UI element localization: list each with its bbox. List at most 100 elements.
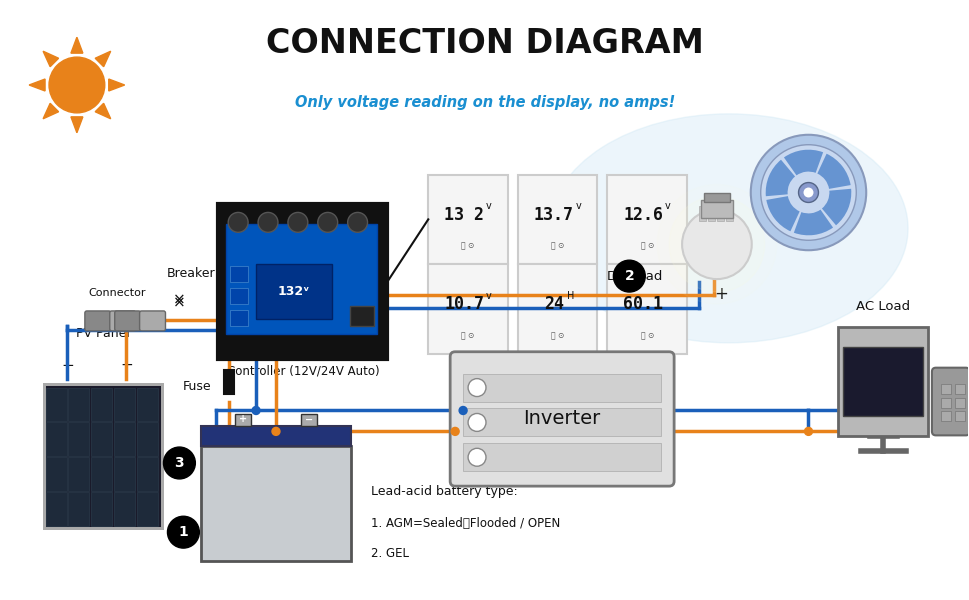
Text: v: v bbox=[485, 201, 491, 211]
Text: 13.7: 13.7 bbox=[533, 206, 573, 224]
Polygon shape bbox=[29, 79, 45, 91]
Text: ⬛ ⊙: ⬛ ⊙ bbox=[461, 331, 474, 340]
FancyBboxPatch shape bbox=[931, 368, 969, 436]
Bar bbox=[113, 457, 135, 491]
Circle shape bbox=[468, 413, 485, 431]
Bar bbox=[428, 175, 508, 264]
Circle shape bbox=[458, 407, 467, 415]
Bar bbox=[953, 398, 964, 407]
Bar bbox=[113, 422, 135, 456]
Wedge shape bbox=[765, 160, 795, 196]
Text: AC Load: AC Load bbox=[856, 301, 909, 313]
Bar bbox=[230, 310, 248, 326]
Ellipse shape bbox=[549, 114, 907, 343]
Text: ⬛ ⊙: ⬛ ⊙ bbox=[550, 242, 564, 251]
Text: v: v bbox=[665, 201, 671, 211]
Circle shape bbox=[797, 182, 818, 202]
Bar bbox=[234, 415, 251, 427]
Bar bbox=[46, 492, 67, 526]
Text: ×: × bbox=[172, 295, 186, 310]
Bar bbox=[113, 492, 135, 526]
Polygon shape bbox=[95, 103, 110, 119]
Text: 2. GEL: 2. GEL bbox=[370, 547, 408, 560]
Bar bbox=[230, 288, 248, 304]
Bar bbox=[91, 457, 111, 491]
FancyBboxPatch shape bbox=[109, 311, 136, 331]
Polygon shape bbox=[43, 103, 58, 119]
Text: v: v bbox=[485, 290, 491, 301]
Circle shape bbox=[49, 57, 105, 113]
Bar bbox=[517, 175, 597, 264]
Text: +: + bbox=[120, 358, 133, 373]
Bar bbox=[46, 457, 67, 491]
Bar bbox=[91, 388, 111, 421]
Text: CONNECTION DIAGRAM: CONNECTION DIAGRAM bbox=[266, 26, 703, 59]
Bar bbox=[837, 327, 927, 436]
Text: ⬛ ⊙: ⬛ ⊙ bbox=[640, 242, 653, 251]
Bar bbox=[462, 409, 661, 436]
Bar bbox=[46, 388, 67, 421]
Bar bbox=[218, 205, 387, 359]
Text: PV Panel: PV Panel bbox=[76, 328, 130, 340]
Bar bbox=[91, 422, 111, 456]
FancyBboxPatch shape bbox=[450, 352, 673, 486]
Circle shape bbox=[451, 427, 458, 436]
Bar bbox=[953, 412, 964, 421]
Text: H: H bbox=[566, 290, 574, 301]
Circle shape bbox=[750, 135, 865, 250]
Circle shape bbox=[669, 196, 764, 292]
Bar bbox=[137, 457, 157, 491]
Text: 132ᵛ: 132ᵛ bbox=[277, 285, 310, 298]
Circle shape bbox=[228, 212, 248, 232]
Bar bbox=[428, 264, 508, 354]
Text: ⬛ ⊙: ⬛ ⊙ bbox=[640, 331, 653, 340]
Bar bbox=[137, 422, 157, 456]
Text: Battery: Battery bbox=[250, 497, 301, 511]
Circle shape bbox=[271, 427, 280, 436]
Text: 3: 3 bbox=[174, 456, 184, 470]
Bar bbox=[940, 412, 950, 421]
Bar bbox=[725, 206, 733, 221]
Text: 1. AGM=Sealed、Flooded / OPEN: 1. AGM=Sealed、Flooded / OPEN bbox=[370, 517, 559, 530]
Text: Inverter: Inverter bbox=[523, 409, 600, 428]
Text: −: − bbox=[699, 264, 712, 282]
Text: ⬛ ⊙: ⬛ ⊙ bbox=[461, 242, 474, 251]
Wedge shape bbox=[766, 196, 798, 231]
Circle shape bbox=[168, 516, 199, 548]
Wedge shape bbox=[793, 209, 832, 235]
Text: −: − bbox=[304, 415, 313, 424]
Bar bbox=[256, 264, 331, 319]
Text: Lead-acid battery type:: Lead-acid battery type: bbox=[370, 485, 516, 497]
Text: 1: 1 bbox=[178, 525, 188, 539]
Text: 60.1: 60.1 bbox=[623, 295, 663, 313]
FancyBboxPatch shape bbox=[114, 311, 141, 331]
Bar bbox=[462, 374, 661, 401]
Bar bbox=[68, 457, 89, 491]
Wedge shape bbox=[817, 154, 850, 189]
Circle shape bbox=[288, 212, 307, 232]
Polygon shape bbox=[71, 37, 82, 53]
Bar bbox=[137, 492, 157, 526]
Polygon shape bbox=[43, 51, 58, 67]
Polygon shape bbox=[95, 51, 110, 67]
Circle shape bbox=[468, 379, 485, 397]
Bar bbox=[607, 175, 686, 264]
Bar bbox=[703, 193, 729, 202]
Bar bbox=[68, 492, 89, 526]
Circle shape bbox=[803, 427, 812, 436]
Bar bbox=[300, 415, 317, 427]
Text: +: + bbox=[713, 285, 727, 303]
Text: −: − bbox=[61, 358, 74, 373]
Bar bbox=[462, 443, 661, 471]
Text: Fuse: Fuse bbox=[182, 380, 211, 393]
Circle shape bbox=[318, 212, 337, 232]
Bar bbox=[953, 383, 964, 394]
Text: Breaker: Breaker bbox=[167, 266, 215, 280]
Bar bbox=[230, 266, 248, 282]
Text: Connector: Connector bbox=[88, 288, 145, 298]
Circle shape bbox=[681, 209, 751, 279]
Bar bbox=[517, 264, 597, 354]
Polygon shape bbox=[71, 117, 82, 133]
Bar bbox=[701, 200, 733, 218]
Text: 12.6: 12.6 bbox=[623, 206, 663, 224]
